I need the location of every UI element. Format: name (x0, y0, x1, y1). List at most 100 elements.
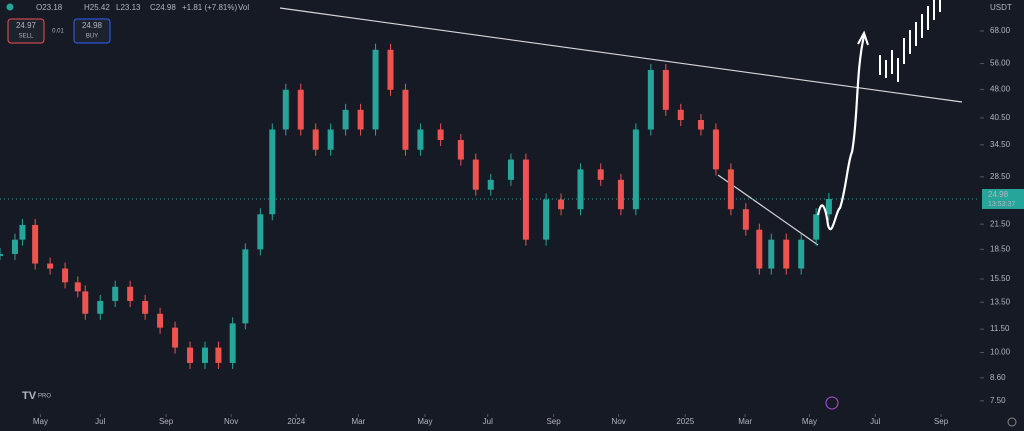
buy-button[interactable] (73, 18, 111, 44)
candle-body (617, 179, 624, 210)
candle-body (297, 89, 304, 130)
candle-body (632, 129, 639, 210)
candle-body (74, 282, 81, 292)
candle-body (558, 199, 565, 210)
x-tick-label: May (33, 417, 48, 426)
candle-body (187, 347, 194, 363)
buy-label: BUY (86, 34, 98, 40)
y-tick-label: 15.50 (990, 274, 1011, 283)
candle-body (402, 89, 409, 150)
candle-body (387, 49, 394, 90)
x-tick-label: Mar (738, 417, 752, 426)
x-tick-label: Nov (612, 417, 626, 426)
candle-body (242, 249, 249, 324)
candle-body (172, 327, 179, 348)
trend-line (279, 7, 963, 103)
candle-body (647, 69, 654, 130)
candle-body (798, 239, 805, 269)
forecast-bars (879, 0, 941, 82)
buy-price: 24.98 (82, 21, 103, 30)
candle-body (257, 214, 264, 250)
y-tick-label: 56.00 (990, 59, 1011, 68)
y-tick-label: 28.50 (990, 172, 1011, 181)
candle-body (507, 159, 514, 180)
y-tick-label: 21.50 (990, 219, 1011, 228)
candle-body (82, 291, 89, 314)
candle-body (487, 179, 494, 190)
candle-body (142, 300, 149, 314)
candle-body (342, 109, 349, 130)
x-tick-label: 2024 (287, 417, 305, 426)
candle-body (312, 129, 319, 150)
candle-body (0, 253, 3, 256)
x-tick-label: Sep (546, 417, 561, 426)
spread: 0.01 (52, 29, 64, 35)
candle-body (201, 347, 208, 363)
ohlc-low: L23.13 (116, 3, 141, 12)
forecast-arrow (816, 35, 866, 231)
ohlc-high: H25.42 (84, 3, 110, 12)
candle-body (597, 169, 604, 180)
candle-body (282, 89, 289, 130)
volume: Vol (238, 3, 249, 12)
x-tick-label: Jul (95, 417, 105, 426)
settings-icon[interactable] (1007, 417, 1017, 427)
sell-label: SELL (19, 34, 34, 40)
candle-body (727, 169, 734, 210)
logo: PRO (38, 394, 51, 400)
x-tick-label: 2025 (676, 417, 694, 426)
candle-body (11, 239, 18, 254)
candle-body (697, 120, 704, 130)
candle-body (437, 129, 444, 141)
candle-body (712, 129, 719, 170)
candle-body (112, 286, 119, 301)
candle-body (522, 159, 529, 240)
sell-price: 24.97 (16, 21, 37, 30)
ohlc-change: +1.81 (+7.81%) (182, 3, 237, 12)
candle-body (783, 239, 790, 269)
x-tick-label: Mar (351, 417, 365, 426)
x-tick-label: May (802, 417, 817, 426)
x-tick-label: Sep (159, 417, 174, 426)
event-icon[interactable] (825, 396, 839, 410)
candle-body (127, 286, 134, 301)
candle-body (543, 199, 550, 240)
candle-body (742, 209, 749, 230)
candle-body (19, 224, 26, 240)
y-tick-label: 18.50 (990, 244, 1011, 253)
y-tick-label: 48.00 (990, 85, 1011, 94)
trend-line (717, 174, 819, 246)
x-tick-label: Nov (224, 417, 238, 426)
y-tick-label: 34.50 (990, 140, 1011, 149)
y-tick-label: 40.50 (990, 113, 1011, 122)
y-tick-label: 13.50 (990, 297, 1011, 306)
status-dot (6, 3, 14, 11)
x-tick-label: Jul (483, 417, 493, 426)
candle-body (768, 239, 775, 269)
x-tick-label: Sep (934, 417, 949, 426)
last-price-tag (982, 188, 1024, 209)
logo-mark: TV (22, 390, 37, 402)
candle-body (215, 347, 222, 363)
candle-body (62, 268, 69, 283)
currency-select[interactable]: USDT (990, 3, 1012, 12)
candle-body (813, 214, 820, 240)
x-tick-label: May (417, 417, 432, 426)
countdown: 13:53:37 (988, 201, 1015, 208)
candle-body (269, 129, 276, 215)
candle-body (825, 198, 832, 215)
ohlc-open: O23.18 (36, 3, 63, 12)
candle-body (97, 300, 104, 314)
candle-body (32, 224, 39, 264)
y-tick-label: 7.50 (990, 396, 1006, 405)
candle-body (417, 129, 424, 150)
sell-button[interactable] (7, 18, 45, 44)
y-tick-label: 68.00 (990, 26, 1011, 35)
candle-body (472, 159, 479, 190)
candle-body (577, 169, 584, 210)
candle-body (372, 49, 379, 130)
candle-body (662, 69, 669, 110)
ohlc-close: C24.98 (150, 3, 176, 12)
candle-body (229, 323, 236, 363)
candle-body (677, 109, 684, 121)
